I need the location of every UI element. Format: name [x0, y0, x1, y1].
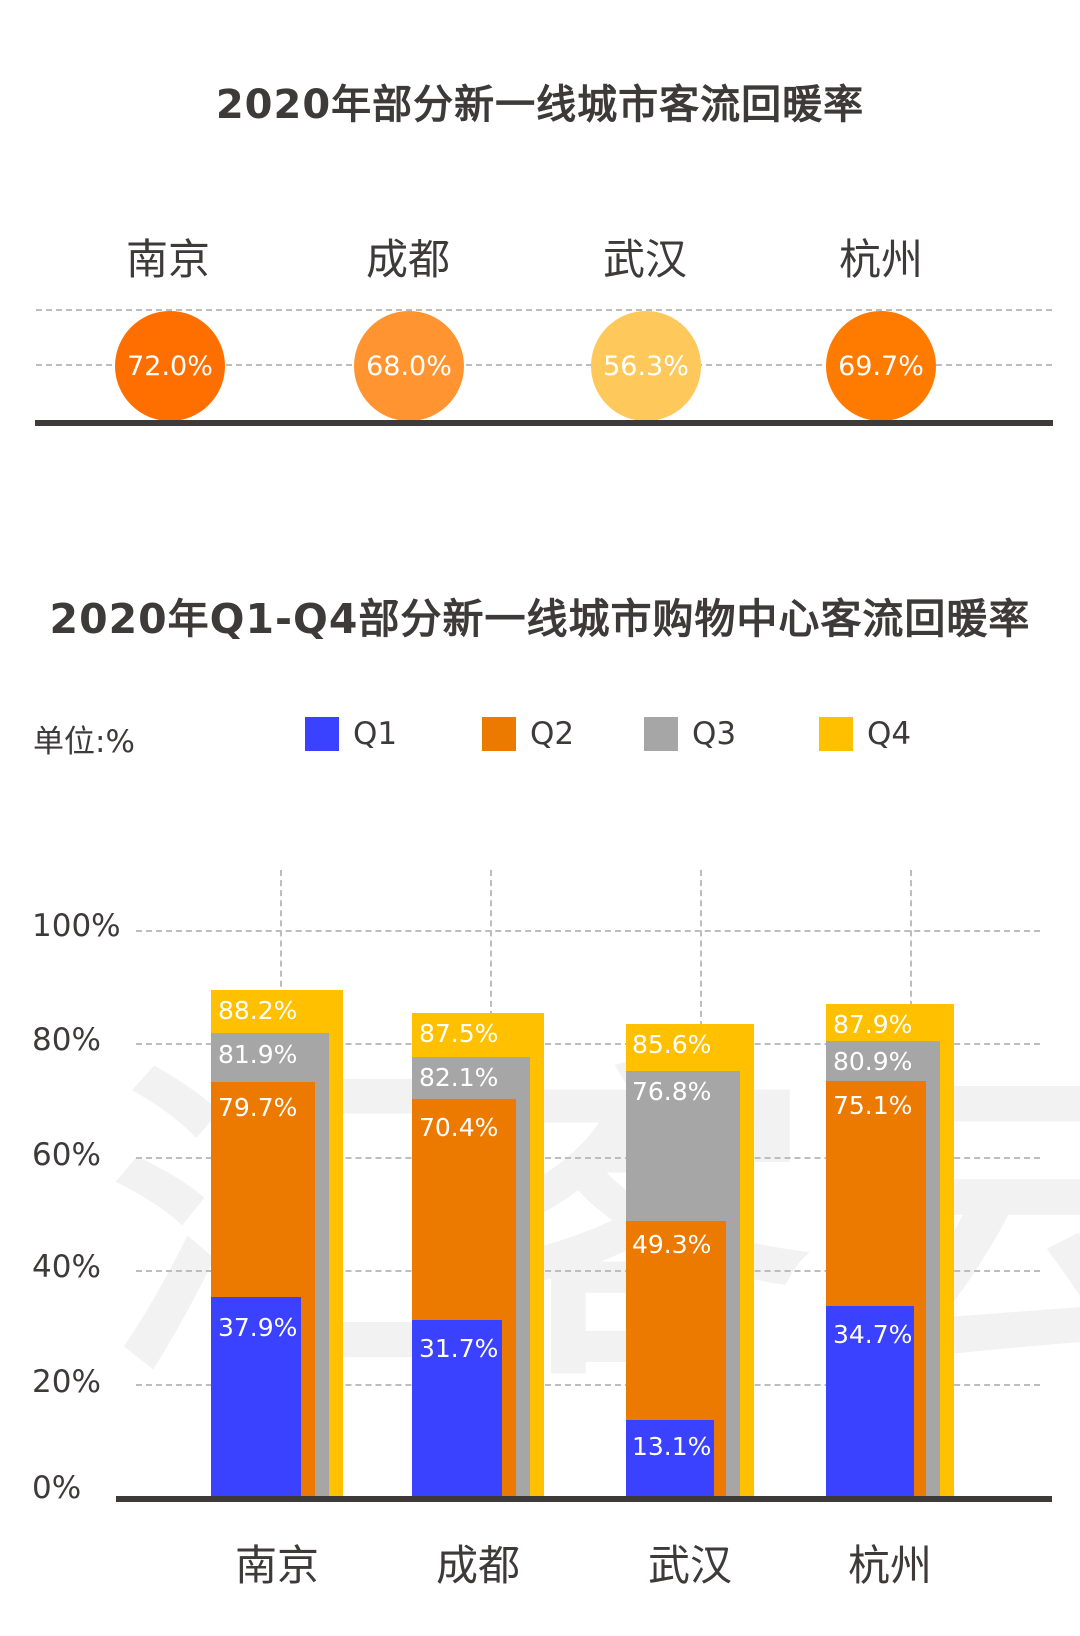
- x-axis-label: 武汉: [647, 1541, 732, 1590]
- legend-label: Q3: [692, 716, 737, 752]
- gridline-80: [136, 1043, 1040, 1045]
- bar-value-label: 79.7%: [218, 1093, 298, 1122]
- bar-value-label: 80.9%: [833, 1047, 913, 1076]
- y-tick: 100%: [32, 908, 121, 944]
- bubble-value: 72.0%: [127, 350, 213, 382]
- bar-value-label: 34.7%: [833, 1320, 913, 1349]
- bar-value-label: 87.5%: [419, 1019, 499, 1048]
- chart1-city-label: 武汉: [602, 235, 687, 284]
- gridline-40: [136, 1270, 1040, 1272]
- legend-label: Q1: [353, 716, 398, 752]
- bar-hangzhou-q1: [826, 1306, 914, 1496]
- chart1-city-label: 杭州: [838, 235, 923, 284]
- chart1-city-label: 成都: [365, 235, 450, 284]
- legend-item-q4: Q4: [819, 716, 911, 752]
- bubble-chengdu: 68.0%: [354, 311, 464, 421]
- y-tick: 0%: [32, 1470, 82, 1506]
- bubble-value: 68.0%: [366, 350, 452, 382]
- x-axis-label: 杭州: [847, 1541, 932, 1590]
- legend-swatch-icon: [819, 717, 853, 751]
- bar-value-label: 87.9%: [833, 1010, 913, 1039]
- bar-value-label: 85.6%: [632, 1030, 712, 1059]
- gridline-60: [136, 1157, 1040, 1159]
- chart2-title: 2020年Q1-Q4部分新一线城市购物中心客流回暖率: [49, 595, 1031, 643]
- bar-value-label: 88.2%: [218, 996, 298, 1025]
- legend-item-q2: Q2: [482, 716, 574, 752]
- bar-value-label: 13.1%: [632, 1432, 712, 1461]
- chart2-baseline: [116, 1496, 1052, 1502]
- bar-value-label: 49.3%: [632, 1230, 712, 1259]
- bubble-hangzhou: 69.7%: [826, 311, 936, 421]
- bar-value-label: 82.1%: [419, 1063, 499, 1092]
- bubble-value: 69.7%: [838, 350, 924, 382]
- legend-label: Q4: [867, 716, 912, 752]
- gridline-100: [136, 930, 1040, 932]
- bar-wuhan-q1: [626, 1420, 714, 1496]
- bar-value-label: 75.1%: [833, 1091, 913, 1120]
- bar-value-label: 81.9%: [218, 1040, 298, 1069]
- legend-swatch-icon: [482, 717, 516, 751]
- x-axis-label: 南京: [234, 1541, 319, 1590]
- legend-swatch-icon: [305, 717, 339, 751]
- y-tick: 80%: [32, 1022, 101, 1058]
- bubble-wuhan: 56.3%: [591, 311, 701, 421]
- bar-value-label: 31.7%: [419, 1334, 499, 1363]
- y-tick: 20%: [32, 1364, 101, 1400]
- chart1-city-label: 南京: [125, 235, 210, 284]
- bar-chengdu-q1: [412, 1320, 502, 1496]
- unit-label: 单位:%: [33, 724, 135, 760]
- chart1-title: 2020年部分新一线城市客流回暖率: [215, 82, 865, 128]
- legend-label: Q2: [530, 716, 575, 752]
- gridline-20: [136, 1384, 1040, 1386]
- chart1-gridline: [36, 364, 1052, 366]
- x-axis-label: 成都: [435, 1541, 520, 1590]
- legend-item-q3: Q3: [644, 716, 736, 752]
- y-tick: 40%: [32, 1249, 101, 1285]
- bubble-nanjing: 72.0%: [115, 311, 225, 421]
- chart1-gridline: [36, 309, 1052, 311]
- bar-value-label: 37.9%: [218, 1313, 298, 1342]
- legend-item-q1: Q1: [305, 716, 397, 752]
- bar-value-label: 76.8%: [632, 1077, 712, 1106]
- bar-value-label: 70.4%: [419, 1113, 499, 1142]
- chart1-baseline: [35, 420, 1053, 426]
- bar-nanjing-q1: [211, 1297, 301, 1496]
- y-tick: 60%: [32, 1137, 101, 1173]
- bubble-value: 56.3%: [603, 350, 689, 382]
- legend-swatch-icon: [644, 717, 678, 751]
